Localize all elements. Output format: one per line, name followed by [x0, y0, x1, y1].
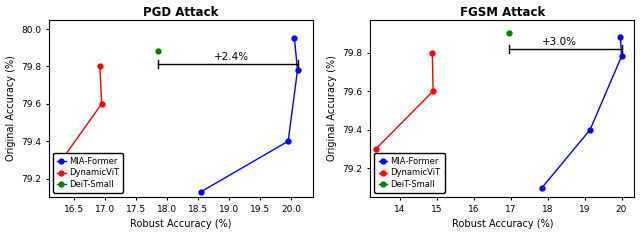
Title: FGSM Attack: FGSM Attack — [460, 6, 545, 19]
Title: PGD Attack: PGD Attack — [143, 6, 219, 19]
Text: +2.4%: +2.4% — [214, 52, 249, 62]
X-axis label: Robust Accuracy (%): Robust Accuracy (%) — [452, 219, 553, 229]
Text: +3.0%: +3.0% — [542, 37, 577, 47]
Legend: MIA-Former, DynamicViT, DeiT-Small: MIA-Former, DynamicViT, DeiT-Small — [374, 153, 445, 193]
Y-axis label: Original Accuracy (%): Original Accuracy (%) — [6, 55, 15, 161]
X-axis label: Robust Accuracy (%): Robust Accuracy (%) — [130, 219, 232, 229]
Y-axis label: Original Accuracy (%): Original Accuracy (%) — [327, 55, 337, 161]
Legend: MIA-Former, DynamicViT, DeiT-Small: MIA-Former, DynamicViT, DeiT-Small — [53, 153, 123, 193]
